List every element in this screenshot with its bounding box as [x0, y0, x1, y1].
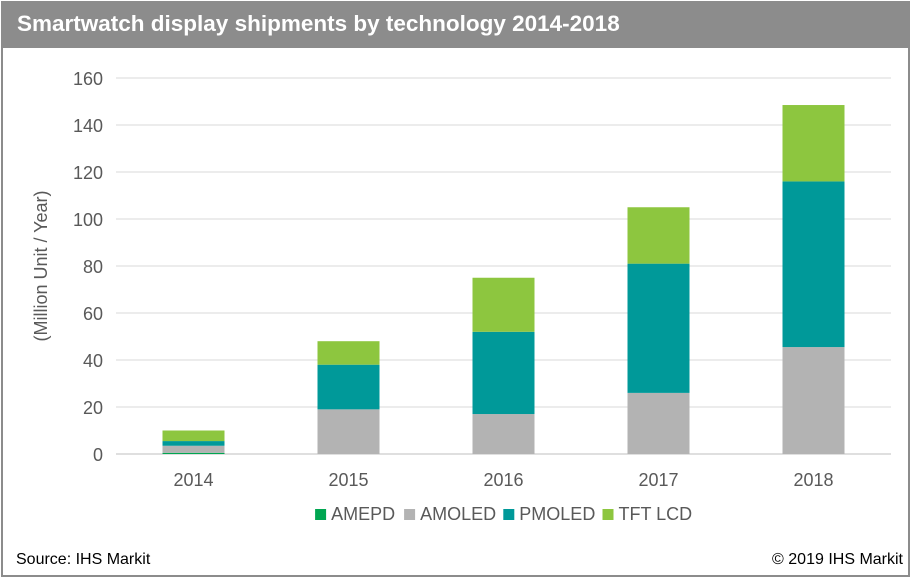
x-tick-label-2015: 2015 — [328, 470, 368, 490]
y-axis-title: (Million Unit / Year) — [31, 190, 51, 341]
legend-label-tft-lcd: TFT LCD — [619, 504, 693, 524]
bar-tft-lcd-2016 — [472, 277, 535, 332]
x-tick-label-2018: 2018 — [793, 470, 833, 490]
bar-amoled-2017 — [627, 392, 690, 454]
y-tick-label-60: 60 — [83, 304, 103, 324]
copyright-note: © 2019 IHS Markit — [772, 551, 903, 568]
legend-swatch-amepd — [315, 509, 327, 520]
bar-amoled-2016 — [472, 414, 535, 454]
x-tick-label-2014: 2014 — [173, 470, 213, 490]
legend-swatch-pmoled — [503, 509, 515, 520]
bar-amoled-2015 — [317, 409, 380, 454]
bar-tft-lcd-2014 — [162, 430, 225, 442]
bar-pmoled-2015 — [317, 364, 380, 410]
x-tick-label-2016: 2016 — [483, 470, 523, 490]
bar-amoled-2014 — [162, 445, 225, 453]
legend-label-amepd: AMEPD — [331, 504, 395, 524]
bar-tft-lcd-2015 — [317, 341, 380, 365]
legend-label-pmoled: PMOLED — [519, 504, 595, 524]
legend-label-amoled: AMOLED — [420, 504, 496, 524]
x-tick-label-2017: 2017 — [638, 470, 678, 490]
y-tick-label-100: 100 — [73, 210, 103, 230]
chart-title: Smartwatch display shipments by technolo… — [17, 11, 620, 36]
y-tick-label-80: 80 — [83, 257, 103, 277]
y-tick-label-20: 20 — [83, 398, 103, 418]
title-bar: Smartwatch display shipments by technolo… — [3, 3, 908, 48]
legend-swatch-amoled — [404, 509, 416, 520]
bar-pmoled-2018 — [782, 181, 845, 348]
y-tick-label-120: 120 — [73, 163, 103, 183]
y-tick-label-40: 40 — [83, 351, 103, 371]
y-tick-label-160: 160 — [73, 69, 103, 89]
legend-swatch-tft-lcd — [602, 509, 614, 520]
bar-amepd-2014 — [162, 452, 225, 454]
y-tick-label-0: 0 — [93, 445, 103, 465]
bar-tft-lcd-2017 — [627, 207, 690, 264]
bar-pmoled-2016 — [472, 331, 535, 415]
source-note: Source: IHS Markit — [16, 551, 151, 568]
bar-tft-lcd-2018 — [782, 105, 845, 182]
bar-amoled-2018 — [782, 347, 845, 454]
stacked-bar-chart: 0 20 40 60 80 100 120 140 160 (Million Unit / Yea… — [31, 69, 891, 524]
bar-pmoled-2017 — [627, 263, 690, 393]
y-tick-label-140: 140 — [73, 116, 103, 136]
bar-pmoled-2014 — [162, 441, 225, 446]
